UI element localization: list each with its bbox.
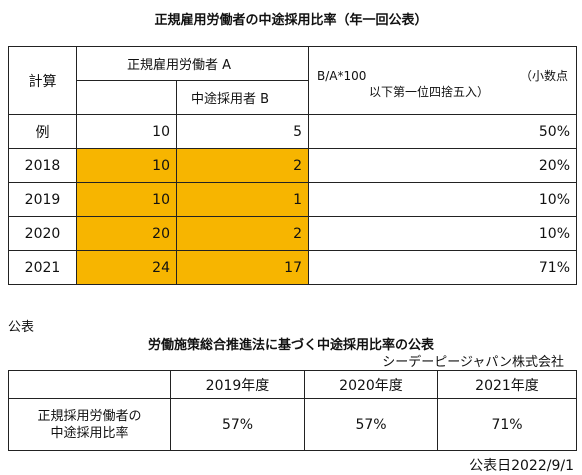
year-header: 2019年度 (170, 370, 305, 399)
cell-b: 1 (176, 182, 309, 217)
row-label: 正規採用労働者の 中途採用比率 (8, 398, 171, 451)
row-label: 例 (8, 114, 77, 149)
header-midcareer-hires: 中途採用者 B (176, 80, 309, 115)
publication-table: 2019年度 2020年度 2021年度 正規採用労働者の 中途採用比率 57%… (8, 370, 577, 451)
table-row: 2019 10 1 10% (8, 182, 577, 217)
ratio-note-1: （小数点 (519, 69, 568, 83)
cell-b: 17 (176, 250, 309, 285)
cell-b: 2 (176, 216, 309, 251)
year-header: 2021年度 (437, 370, 577, 399)
row-label: 2021 (8, 250, 77, 285)
row-label: 2019 (8, 182, 77, 217)
cell-a: 20 (76, 216, 177, 251)
ratio-formula: B/A*100 (317, 69, 367, 83)
year-header: 2020年度 (304, 370, 438, 399)
ratio-note-2: 以下第一位四捨五入） (369, 85, 490, 99)
section-label: 公表 (8, 320, 35, 335)
cell-ratio: 50% (308, 114, 577, 149)
row-label-line-1: 正規採用労働者の (37, 408, 142, 424)
ratio-value: 57% (304, 398, 438, 451)
subtitle: 労働施策総合推進法に基づく中途採用比率の公表 (147, 338, 434, 353)
company-name: シーデーピージャパン株式会社 (382, 355, 564, 370)
calculation-table: 計算 正規雇用労働者 A B/A*100 （小数点 以下第一位四捨五入） 中途採… (8, 46, 577, 285)
page-title: 正規雇用労働者の中途採用比率（年一回公表） (154, 13, 428, 28)
ratio-value: 71% (437, 398, 577, 451)
header-blank (8, 370, 171, 399)
cell-a: 24 (76, 250, 177, 285)
header-calc: 計算 (8, 46, 77, 115)
cell-ratio: 71% (308, 250, 577, 285)
cell-b: 2 (176, 148, 309, 183)
cell-a: 10 (76, 148, 177, 183)
row-label: 2018 (8, 148, 77, 183)
publication-date: 公表日2022/9/1 (469, 458, 574, 474)
cell-b: 5 (176, 114, 309, 149)
table-row: 2021 24 17 71% (8, 250, 577, 285)
table-row: 2018 10 2 20% (8, 148, 577, 183)
cell-ratio: 10% (308, 216, 577, 251)
header-regular-workers: 正規雇用労働者 A (76, 46, 309, 81)
cell-a: 10 (76, 182, 177, 217)
table-row: 例 10 5 50% (8, 114, 577, 149)
cell-ratio: 10% (308, 182, 577, 217)
header-ratio: B/A*100 （小数点 以下第一位四捨五入） (308, 46, 577, 115)
table-row: 2020 20 2 10% (8, 216, 577, 251)
header-blank (76, 80, 177, 115)
ratio-value: 57% (170, 398, 305, 451)
row-label: 2020 (8, 216, 77, 251)
cell-a: 10 (76, 114, 177, 149)
cell-ratio: 20% (308, 148, 577, 183)
row-label-line-2: 中途採用比率 (50, 425, 129, 441)
